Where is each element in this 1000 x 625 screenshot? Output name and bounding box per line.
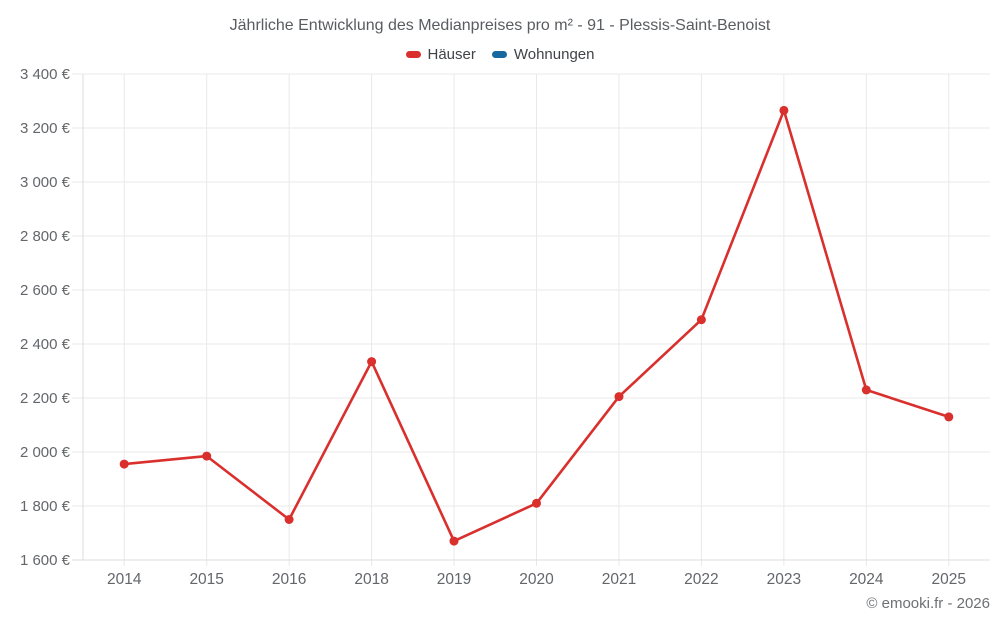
data-point[interactable] (944, 412, 954, 422)
y-tick-label: 3 000 € (20, 174, 71, 191)
x-tick-label: 2015 (189, 571, 223, 588)
wohnungen-series-swatch-icon (491, 51, 507, 58)
data-point[interactable] (284, 515, 294, 524)
x-tick-label: 2021 (602, 571, 636, 588)
legend-item-wohnungen[interactable]: Wohnungen (491, 46, 595, 63)
x-tick-label: 2016 (272, 571, 306, 588)
y-tick-label: 3 200 € (20, 120, 71, 137)
chart-legend: Häuser Wohnungen (0, 46, 1000, 63)
data-point[interactable] (119, 459, 129, 469)
x-tick-label: 2019 (437, 571, 471, 588)
y-tick-label: 1 800 € (20, 498, 71, 515)
x-tick-label: 2018 (354, 571, 388, 588)
data-point[interactable] (696, 315, 706, 325)
data-point[interactable] (861, 385, 871, 395)
data-point[interactable] (202, 451, 212, 461)
y-tick-label: 2 400 € (20, 336, 71, 353)
legend-item-hauser[interactable]: Häuser (405, 46, 476, 63)
x-tick-label: 2014 (107, 571, 142, 588)
data-point[interactable] (532, 498, 541, 508)
data-point[interactable] (779, 105, 789, 115)
y-tick-label: 2 600 € (20, 282, 71, 299)
x-tick-label: 2025 (932, 571, 966, 588)
x-tick-label: 2024 (849, 571, 884, 588)
x-tick-label: 2023 (767, 571, 801, 588)
copyright-text: © emooki.fr - 2026 (866, 595, 990, 612)
hauser-series-swatch-icon (405, 51, 421, 58)
legend-label-hauser: Häuser (427, 46, 476, 63)
chart-title: Jährliche Entwicklung des Medianpreises … (229, 17, 771, 34)
data-point[interactable] (614, 392, 624, 402)
y-tick-label: 2 000 € (20, 444, 71, 461)
x-tick-label: 2020 (519, 571, 554, 588)
y-tick-label: 3 400 € (20, 66, 71, 83)
y-tick-label: 2 800 € (20, 228, 71, 245)
data-point[interactable] (367, 357, 377, 367)
x-tick-label: 2022 (684, 571, 718, 588)
y-tick-label: 1 600 € (20, 552, 71, 569)
y-tick-label: 2 200 € (20, 390, 71, 407)
data-point[interactable] (449, 536, 459, 546)
legend-label-wohnungen: Wohnungen (513, 46, 595, 63)
